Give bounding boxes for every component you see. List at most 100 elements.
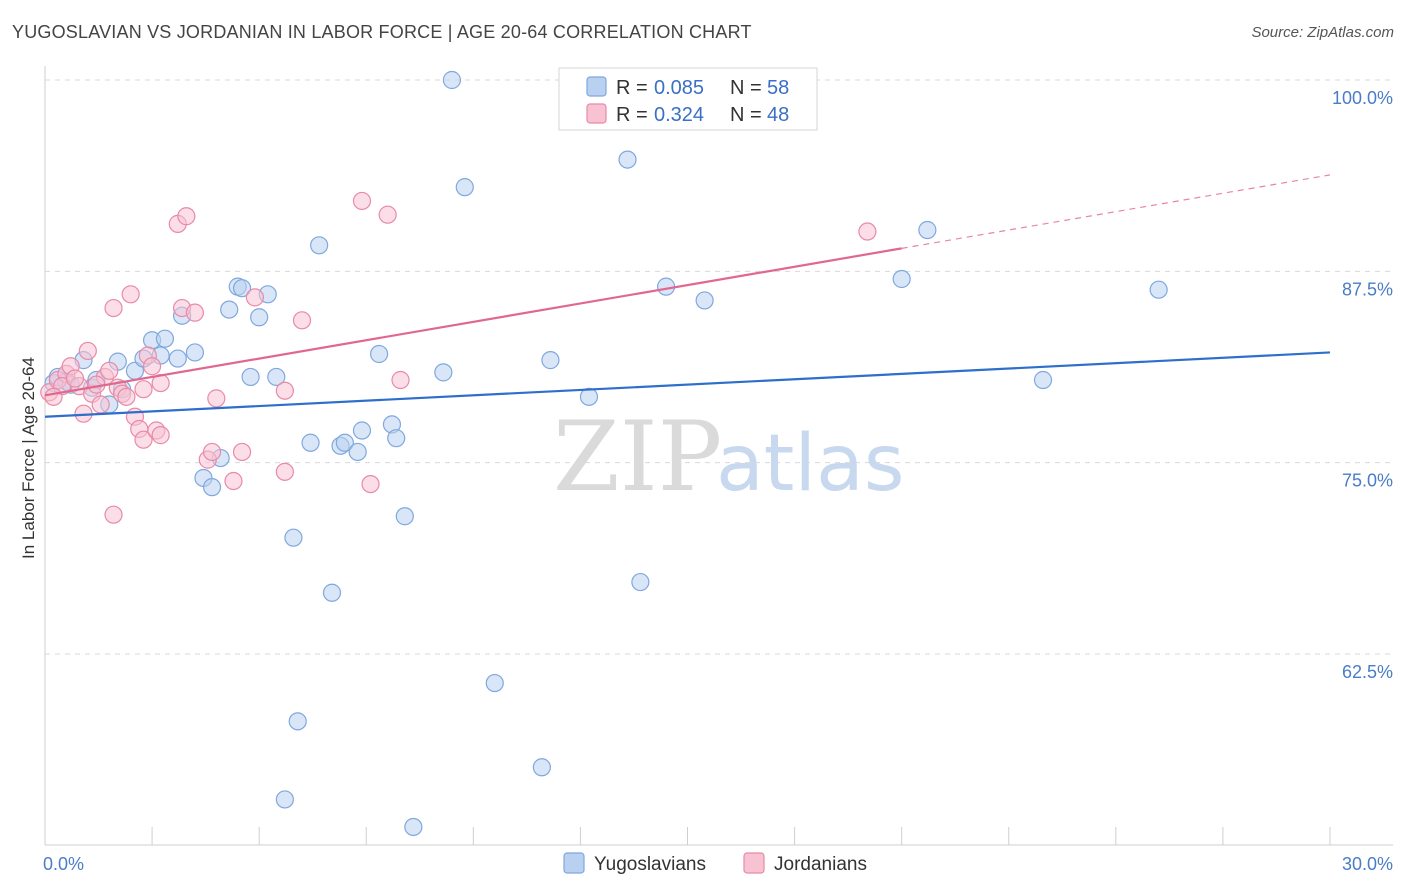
jordanian-point — [352, 191, 372, 211]
yugoslavian-point — [387, 429, 406, 448]
jordanian-point — [177, 207, 196, 226]
legend-n-value-1: 58 — [767, 77, 789, 99]
jordanian-point — [275, 462, 294, 481]
bottom-legend-label-yugoslavians: Yugoslavians — [594, 854, 706, 875]
grid-lines — [45, 79, 1390, 655]
jordanian-point — [391, 370, 410, 390]
legend-r-value-2: 0.324 — [654, 104, 704, 126]
jordanian-point — [100, 361, 119, 380]
bottom-legend-swatch-jordanians — [743, 852, 765, 874]
yugoslavian-point — [348, 442, 367, 462]
yugoslavian-point — [455, 178, 474, 197]
yugoslavian-point — [695, 291, 714, 310]
legend-bottom: Yugoslavians Jordanians — [563, 852, 867, 875]
jordanian-point — [224, 471, 243, 491]
yugoslavian-point — [656, 277, 676, 296]
legend-n-value-2: 48 — [767, 104, 789, 126]
trend-line-extension-1 — [901, 174, 1331, 249]
jordanian-point — [142, 357, 162, 376]
jordanian-point — [378, 205, 397, 224]
trend-line-0 — [44, 351, 1331, 418]
jordanian-point — [104, 505, 123, 524]
yugoslavian-point — [352, 421, 372, 440]
yugoslavian-point — [579, 387, 599, 406]
yugoslavian-point — [485, 673, 504, 693]
legend-r-label-2: R = — [616, 104, 648, 126]
yugoslavian-point — [892, 269, 911, 289]
yugoslavian-point — [434, 363, 453, 382]
yugoslavian-point — [1033, 370, 1053, 390]
y-axis-title: In Labor Force | Age 20-64 — [19, 357, 38, 559]
yugoslavian-point — [404, 817, 423, 837]
yugoslavian-point — [541, 351, 560, 370]
jordanian-point — [78, 341, 97, 361]
y-tick-label-2: 87.5% — [1342, 279, 1393, 299]
legend-n-label-1: N = — [730, 77, 762, 99]
legend-swatch-jordanians — [586, 103, 607, 124]
yugoslavian-point — [232, 279, 252, 298]
jordanian-point — [185, 303, 205, 322]
watermark-atlas: atlas — [716, 419, 905, 509]
jordanian-point — [245, 288, 264, 307]
yugoslavian-point — [335, 433, 354, 452]
legend-r-label-1: R = — [616, 77, 648, 99]
watermark-zip: ZIP — [553, 401, 722, 513]
jordanian-point — [361, 474, 380, 494]
legend-r-value-1: 0.085 — [654, 77, 704, 99]
jordanian-point — [134, 380, 153, 399]
jordanian-point — [121, 285, 140, 304]
x-tick-label-0: 0.0% — [43, 854, 84, 874]
jordanian-point — [858, 222, 877, 241]
jordanian-point — [44, 387, 63, 406]
yugoslavian-point — [284, 528, 303, 547]
yugoslavian-point — [288, 712, 307, 731]
bottom-legend-swatch-yugoslavians — [563, 852, 585, 874]
jordanian-point — [207, 389, 226, 408]
yugoslavian-point — [370, 344, 389, 364]
jordanian-point — [151, 426, 170, 445]
yugoslavian-point — [631, 572, 650, 592]
jordanian-point — [117, 387, 136, 406]
chart-title: YUGOSLAVIAN VS JORDANIAN IN LABOR FORCE … — [12, 22, 752, 42]
x-tick-label-1: 30.0% — [1342, 854, 1393, 874]
jordanian-point — [232, 442, 252, 462]
yugoslavian-point — [155, 329, 175, 348]
axis-ticks: 62.5% 75.0% 87.5% 100.0% 0.0% 30.0% — [43, 88, 1393, 874]
y-tick-label-3: 100.0% — [1332, 88, 1393, 108]
jordanian-point — [134, 430, 153, 449]
yugoslavian-point — [241, 367, 260, 387]
yugoslavian-point — [168, 349, 187, 368]
y-tick-label-1: 75.0% — [1342, 471, 1393, 491]
y-tick-label-0: 62.5% — [1342, 662, 1393, 682]
legend-swatch-yugoslavians — [586, 76, 607, 97]
legend-n-label-2: N = — [730, 104, 762, 126]
trend-lines — [44, 174, 1331, 418]
yugoslavian-point — [220, 300, 239, 319]
yugoslavian-point — [275, 790, 294, 809]
bottom-legend-label-jordanians: Jordanians — [774, 854, 867, 875]
yugoslavian-point — [202, 478, 222, 497]
jordanian-point — [91, 395, 110, 414]
yugoslavian-point — [322, 583, 342, 602]
yugoslavian-point — [250, 308, 269, 327]
yugoslavian-point — [395, 507, 414, 526]
yugoslavian-point — [310, 236, 329, 255]
trend-line-1 — [44, 247, 902, 397]
yugoslavian-point — [442, 70, 462, 90]
legend-top: R = 0.085 N = 58 R = 0.324 N = 48 — [558, 67, 818, 131]
yugoslavian-point — [267, 367, 286, 387]
jordanian-point — [104, 298, 123, 318]
jordanian-point — [275, 381, 294, 400]
jordanian-point — [65, 369, 85, 388]
jordanian-point — [292, 311, 312, 330]
yugoslavian-point — [918, 220, 937, 240]
yugoslavian-point — [301, 433, 320, 452]
axes — [44, 66, 1393, 846]
yugoslavian-point — [618, 150, 637, 169]
watermark: ZIP atlas — [553, 401, 905, 513]
series-jordanians-points — [40, 191, 877, 524]
yugoslavian-point — [185, 343, 205, 362]
yugoslavian-point — [1149, 280, 1168, 299]
yugoslavian-point — [532, 758, 551, 777]
